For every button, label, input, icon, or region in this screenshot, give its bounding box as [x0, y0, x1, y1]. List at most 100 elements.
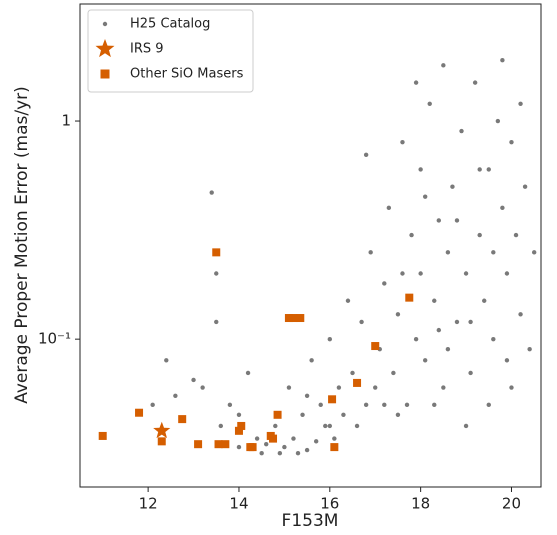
dot-marker	[404, 402, 410, 408]
square-marker	[330, 443, 339, 452]
dot-marker	[482, 298, 487, 303]
dot-marker	[309, 358, 314, 363]
square-marker	[269, 434, 278, 443]
dot-marker	[413, 80, 419, 85]
dot-marker	[395, 412, 401, 418]
dot-marker	[323, 423, 328, 429]
square-marker	[405, 293, 414, 302]
square-marker	[237, 421, 246, 430]
dot-marker	[327, 423, 333, 429]
dot-marker	[432, 402, 437, 408]
square-marker	[371, 342, 380, 351]
dot-marker	[436, 218, 442, 223]
dot-marker	[254, 436, 260, 441]
dot-marker	[504, 271, 510, 276]
square-marker	[289, 314, 298, 323]
square-marker	[248, 443, 257, 452]
square-marker	[353, 378, 362, 387]
dot-marker	[400, 271, 405, 276]
dot-marker	[459, 128, 464, 134]
dot-marker	[463, 271, 469, 276]
dot-marker	[436, 327, 442, 333]
square-marker	[157, 437, 166, 446]
x-tick-label: 18	[411, 495, 430, 513]
dot-marker	[427, 101, 432, 106]
dot-marker	[214, 319, 219, 325]
dot-marker	[341, 412, 346, 418]
dot-marker	[518, 312, 523, 317]
dot-marker	[468, 319, 473, 325]
dot-marker	[400, 139, 405, 145]
plot-frame	[79, 3, 542, 488]
dot-marker	[304, 447, 310, 453]
x-tick-label: 12	[139, 495, 158, 513]
dot-marker	[531, 250, 537, 255]
dot-marker	[273, 423, 278, 429]
dot-marker	[432, 298, 437, 303]
dot-marker	[454, 218, 460, 223]
dot-marker	[277, 451, 283, 456]
square-marker	[273, 410, 282, 419]
square-marker	[296, 314, 305, 323]
dot-marker	[418, 167, 423, 172]
legend-label: H25 Catalog	[130, 17, 210, 32]
square-marker	[221, 440, 230, 449]
square-marker	[234, 426, 243, 435]
dot-marker	[386, 205, 392, 211]
dot-marker	[527, 346, 532, 352]
star-marker	[153, 421, 171, 439]
dot-marker	[422, 194, 428, 199]
star-marker	[95, 39, 115, 58]
dot-marker	[332, 436, 337, 441]
dot-marker	[218, 423, 223, 429]
dot-marker	[450, 184, 455, 189]
dot-marker	[500, 58, 505, 63]
dot-marker	[477, 167, 482, 172]
dot-marker	[413, 336, 419, 342]
dot-marker	[373, 385, 378, 390]
x-tick-label: 20	[502, 495, 521, 513]
square-marker	[328, 395, 337, 404]
dot-marker	[522, 184, 528, 189]
dot-marker	[486, 167, 491, 172]
dot-marker	[500, 205, 505, 211]
y-tick-label: 10⁻¹	[38, 330, 71, 348]
square-marker	[194, 440, 203, 449]
y-axis-label: Average Proper Motion Error (mas/yr)	[12, 86, 32, 404]
square-marker	[135, 408, 144, 417]
dot-marker	[509, 139, 514, 145]
dot-marker	[409, 232, 414, 238]
dot-marker	[518, 101, 523, 106]
dot-marker	[363, 152, 369, 158]
dot-marker	[354, 423, 360, 429]
dot-marker	[504, 358, 510, 363]
legend-label: IRS 9	[130, 42, 164, 57]
dot-marker	[295, 451, 301, 456]
dot-marker	[200, 385, 205, 390]
dot-marker	[304, 393, 310, 398]
dot-marker	[463, 423, 469, 429]
dot-marker	[391, 370, 396, 376]
dot-marker	[359, 319, 364, 325]
dot-marker	[468, 370, 473, 376]
square-marker	[212, 248, 221, 257]
dot-marker	[491, 336, 496, 342]
dot-marker	[445, 250, 451, 255]
dot-marker	[513, 232, 519, 238]
dot-marker	[382, 402, 387, 408]
dot-marker	[236, 444, 242, 450]
dot-marker	[327, 336, 333, 342]
dot-marker	[368, 250, 373, 255]
dot-marker	[102, 21, 108, 27]
dot-marker	[214, 271, 219, 276]
dot-marker	[259, 451, 264, 456]
dot-marker	[318, 402, 323, 408]
dot-marker	[441, 63, 446, 68]
dot-marker	[191, 377, 196, 383]
square-marker	[178, 415, 187, 424]
dot-marker	[345, 298, 351, 303]
dot-marker	[382, 281, 387, 286]
dot-marker	[336, 385, 342, 390]
dot-marker	[286, 385, 292, 390]
